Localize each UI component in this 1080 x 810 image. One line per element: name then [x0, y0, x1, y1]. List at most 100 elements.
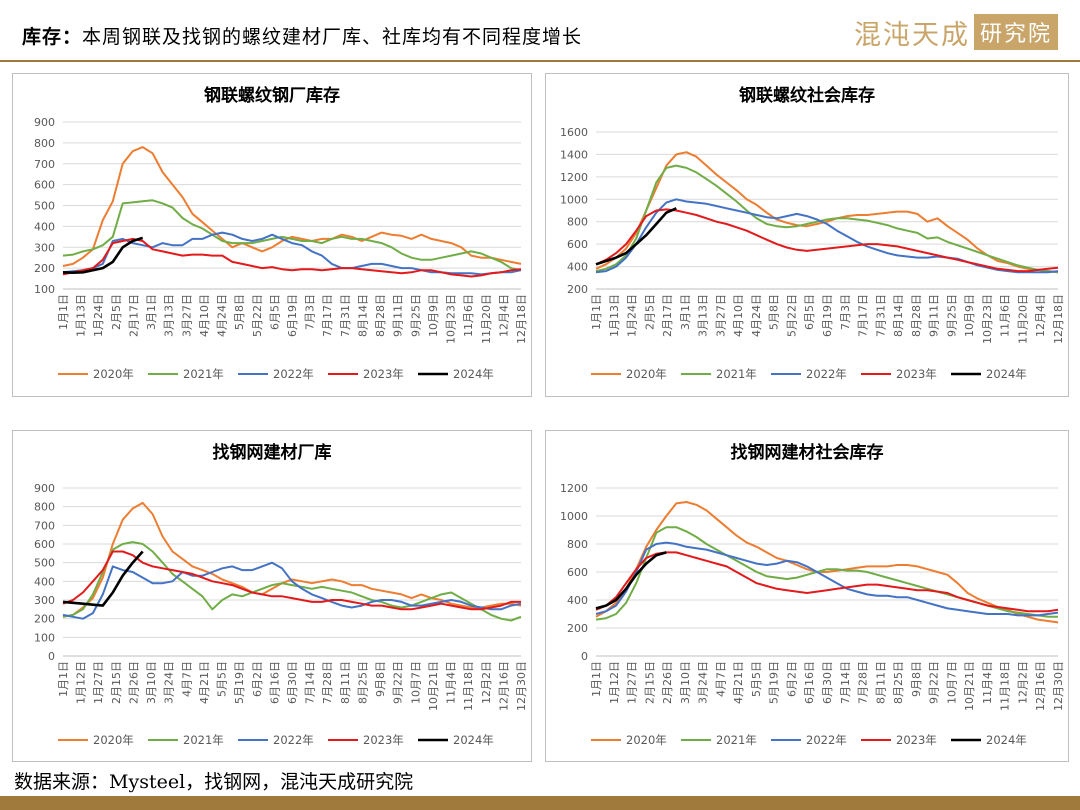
- x-tick-label: 9月11日: [928, 294, 941, 337]
- series-line: [595, 551, 667, 610]
- x-tick-label: 3月13日: [163, 294, 176, 337]
- x-tick-label: 6月5日: [268, 294, 281, 330]
- chart-panel-1: 钢联螺纹钢厂库存 100 200 300 400 500 600 700 800 900 1月1日 1…: [12, 73, 532, 397]
- x-tick-label: 4月21日: [198, 661, 211, 704]
- x-tick-label: 1月13日: [75, 294, 88, 337]
- chart-title: 钢联螺纹钢厂库存: [204, 85, 340, 106]
- legend-label: 2024年: [453, 367, 494, 381]
- x-tick-label: 10月21日: [427, 661, 440, 711]
- x-tick-label: 4月10日: [732, 294, 745, 337]
- brand-text: 混沌天成: [853, 19, 970, 51]
- x-tick-label: 5月22日: [785, 294, 798, 337]
- x-tick-label: 12月16日: [497, 661, 510, 711]
- x-tick-label: 7月31日: [339, 294, 352, 337]
- x-tick-label: 8月25日: [356, 661, 369, 704]
- y-tick-label: 800: [567, 538, 588, 551]
- y-tick-label: 600: [34, 179, 55, 192]
- x-tick-label: 6月16日: [803, 661, 816, 704]
- x-tick-label: 6月19日: [821, 294, 834, 337]
- x-tick-label: 9月25日: [409, 294, 422, 337]
- series-line: [62, 550, 521, 611]
- x-tick-label: 6月2日: [785, 661, 798, 697]
- x-tick-label: 4月24日: [750, 294, 763, 337]
- series-line: [595, 164, 1059, 274]
- x-tick-label: 12月2日: [1016, 661, 1029, 704]
- y-tick-label: 400: [567, 594, 588, 607]
- series-line: [595, 551, 1059, 613]
- x-tick-label: 4月7日: [714, 661, 727, 697]
- x-tick-label: 6月2日: [251, 661, 264, 697]
- x-tick-label: 11月20日: [1016, 294, 1029, 344]
- x-tick-label: 10月21日: [963, 661, 976, 711]
- brand-logo: 混沌天成 研究院: [853, 14, 1058, 51]
- x-tick-label: 2月15日: [110, 661, 123, 704]
- x-tick-label: 10月7日: [409, 661, 422, 704]
- series-line: [62, 550, 144, 607]
- x-tick-label: 5月8日: [768, 294, 781, 330]
- x-tick-label: 8月11日: [339, 661, 352, 704]
- x-tick-label: 6月30日: [286, 661, 299, 704]
- x-tick-label: 9月11日: [392, 294, 405, 337]
- x-tick-label: 5月19日: [768, 661, 781, 704]
- x-tick-label: 12月4日: [1034, 294, 1047, 337]
- series-line: [62, 199, 522, 272]
- y-tick-label: 1600: [560, 126, 588, 139]
- x-tick-label: 3月24日: [163, 661, 176, 704]
- header: 库存：本周钢联及找钢的螺纹建材厂库、社库均有不同程度增长 混沌天成 研究院: [0, 0, 1080, 62]
- y-tick-label: 400: [34, 575, 55, 588]
- x-tick-label: 6月30日: [821, 661, 834, 704]
- x-tick-label: 11月4日: [445, 661, 458, 704]
- chart-panel-2: 钢联螺纹社会库存 200 400 600 800 1000 1200 1400 1600 1月1日…: [545, 73, 1069, 397]
- series-line: [62, 146, 522, 267]
- y-tick-label: 200: [567, 283, 588, 296]
- x-tick-label: 8月28日: [910, 294, 923, 337]
- x-tick-label: 5月5日: [750, 661, 763, 697]
- x-tick-label: 3月24日: [697, 661, 710, 704]
- x-tick-label: 12月30日: [1052, 661, 1065, 711]
- x-tick-label: 1月13日: [608, 294, 621, 337]
- legend-label: 2022年: [273, 367, 314, 381]
- chart-title: 钢联螺纹社会库存: [739, 85, 875, 106]
- y-tick-label: 700: [34, 158, 55, 171]
- y-tick-label: 800: [567, 216, 588, 229]
- series-line: [595, 151, 1059, 274]
- y-tick-label: 1400: [560, 148, 588, 161]
- x-tick-label: 1月27日: [92, 661, 105, 704]
- x-tick-label: 3月27日: [714, 294, 727, 337]
- y-tick-label: 600: [567, 566, 588, 579]
- y-tick-label: 900: [34, 116, 55, 129]
- x-tick-label: 11月6日: [999, 294, 1012, 337]
- y-tick-label: 600: [567, 238, 588, 251]
- legend-label: 2021年: [716, 733, 757, 747]
- y-tick-label: 0: [48, 650, 55, 663]
- title-key: 库存：: [22, 26, 83, 48]
- x-tick-label: 3月10日: [145, 661, 158, 704]
- series-line: [62, 237, 522, 278]
- legend-label: 2023年: [896, 733, 937, 747]
- legend-label: 2023年: [363, 367, 404, 381]
- title-text: 本周钢联及找钢的螺纹建材厂库、社库均有不同程度增长: [82, 26, 583, 48]
- x-tick-label: 12月2日: [480, 661, 493, 704]
- y-tick-label: 100: [34, 631, 55, 644]
- legend-label: 2023年: [896, 367, 937, 381]
- x-tick-label: 10月23日: [445, 294, 458, 344]
- x-tick-label: 7月31日: [874, 294, 887, 337]
- y-tick-label: 800: [34, 137, 55, 150]
- legend-label: 2021年: [716, 367, 757, 381]
- x-tick-label: 3月27日: [180, 294, 193, 337]
- series-line: [595, 198, 1059, 274]
- x-tick-label: 10月23日: [981, 294, 994, 344]
- x-tick-label: 8月25日: [892, 661, 905, 704]
- x-tick-label: 7月17日: [321, 294, 334, 337]
- x-tick-label: 4月24日: [216, 294, 229, 337]
- x-tick-label: 11月6日: [462, 294, 475, 337]
- y-tick-label: 400: [567, 261, 588, 274]
- x-tick-label: 7月14日: [304, 661, 317, 704]
- header-divider: [0, 60, 1080, 62]
- y-tick-label: 400: [34, 220, 55, 233]
- legend-label: 2020年: [626, 733, 667, 747]
- x-tick-label: 1月24日: [92, 294, 105, 337]
- legend-label: 2020年: [93, 733, 134, 747]
- y-tick-label: 1200: [560, 171, 588, 184]
- x-tick-label: 11月20日: [480, 294, 493, 344]
